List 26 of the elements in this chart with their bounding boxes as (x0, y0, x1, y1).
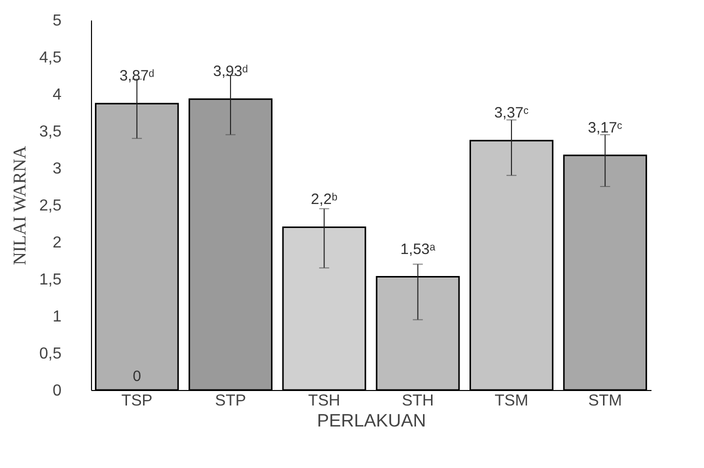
data-label: 1,53ᵃ (400, 240, 436, 258)
data-label: 3,17ᶜ (588, 119, 622, 136)
data-label: 3,93ᵈ (213, 63, 248, 80)
data-label: 2,2ᵇ (310, 191, 338, 208)
x-tick-label: STP (214, 392, 246, 410)
y-tick-label: 2 (52, 234, 62, 252)
data-label: 3,37ᶜ (494, 104, 529, 122)
data-label: 3,87ᵈ (119, 68, 155, 85)
y-tick-label: 2,5 (39, 198, 62, 214)
y-tick-label: 3 (52, 160, 62, 178)
annotation: 0 (132, 368, 142, 385)
y-tick-label: 0,5 (39, 346, 62, 362)
y-tick-label: 4 (52, 86, 62, 104)
x-tick-label: STH (402, 392, 434, 410)
x-tick-label: TSH (308, 392, 340, 410)
x-tick-label: STM (588, 392, 622, 410)
y-tick-label: 1 (52, 308, 62, 326)
y-axis-title: NILAI WARNA (9, 146, 30, 266)
y-tick-label: 5 (52, 12, 62, 30)
y-tick-label: 4,5 (39, 50, 62, 66)
x-tick-label: TSM (494, 392, 528, 410)
y-tick-label: 0 (52, 382, 62, 400)
y-tick-label: 3,5 (39, 124, 62, 140)
x-axis-title: PERLAKUAN (316, 410, 426, 430)
x-tick-label: TSP (121, 392, 152, 410)
y-tick-label: 1,5 (39, 272, 62, 288)
